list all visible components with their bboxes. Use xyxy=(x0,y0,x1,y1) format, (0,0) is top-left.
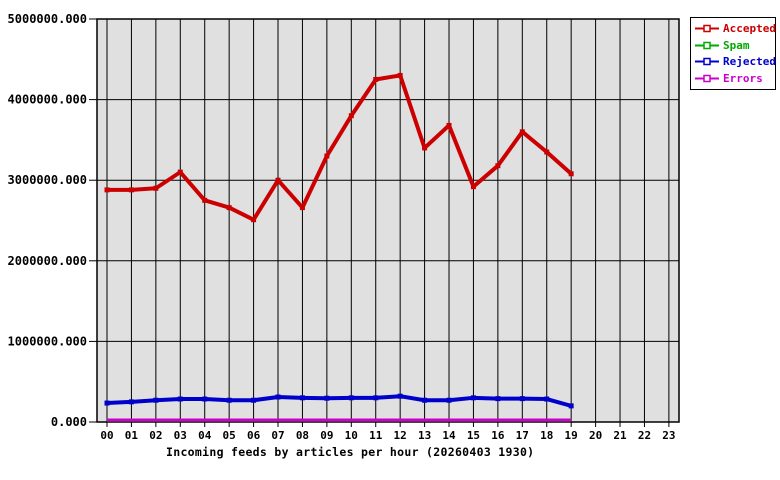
series-marker-accepted xyxy=(128,187,134,193)
series-marker-rejected xyxy=(202,396,208,402)
chart-title: Incoming feeds by articles per hour (202… xyxy=(166,445,535,459)
x-tick-label: 13 xyxy=(418,429,431,442)
legend-label: Errors xyxy=(723,72,763,86)
y-tick-label: 1000000.000 xyxy=(8,334,87,348)
series-marker-accepted xyxy=(373,76,379,82)
legend-item-errors: Errors xyxy=(694,73,775,84)
series-marker-rejected xyxy=(373,395,379,401)
series-marker-accepted xyxy=(397,72,403,78)
series-marker-rejected xyxy=(251,397,257,403)
series-marker-rejected xyxy=(299,395,305,401)
x-tick-label: 21 xyxy=(613,429,627,442)
legend-line-marker-icon xyxy=(695,41,719,49)
series-marker-accepted xyxy=(177,169,183,175)
legend-line-marker-icon xyxy=(695,74,719,83)
chart-legend: Accepted Spam Rejected Errors xyxy=(690,17,776,90)
series-marker-accepted xyxy=(299,205,305,211)
y-tick-label: 4000000.000 xyxy=(8,93,87,107)
series-marker-rejected xyxy=(495,396,501,402)
series-marker-rejected xyxy=(422,397,428,403)
series-marker-accepted xyxy=(519,129,525,135)
x-tick-label: 18 xyxy=(540,429,553,442)
series-marker-accepted xyxy=(324,153,330,159)
x-tick-label: 01 xyxy=(125,429,139,442)
x-tick-label: 14 xyxy=(442,429,456,442)
x-tick-label: 20 xyxy=(589,429,602,442)
x-tick-label: 12 xyxy=(394,429,407,442)
x-tick-label: 08 xyxy=(296,429,309,442)
y-tick-label: 5000000.000 xyxy=(8,12,87,26)
x-tick-label: 09 xyxy=(320,429,333,442)
series-marker-accepted xyxy=(422,145,428,151)
x-tick-label: 17 xyxy=(516,429,529,442)
series-marker-rejected xyxy=(348,395,354,401)
series-marker-rejected xyxy=(397,393,403,399)
series-marker-accepted xyxy=(226,205,232,211)
series-line-rejected xyxy=(106,394,572,408)
x-tick-label: 19 xyxy=(565,429,578,442)
x-tick-label: 02 xyxy=(149,429,162,442)
legend-line-marker-icon xyxy=(695,24,719,33)
x-tick-label: 16 xyxy=(491,429,505,442)
series-marker-accepted xyxy=(251,217,257,223)
series-marker-rejected xyxy=(519,396,525,402)
y-tick-label: 2000000.000 xyxy=(8,254,87,268)
series-marker-rejected xyxy=(544,396,550,402)
series-marker-rejected xyxy=(128,399,134,405)
x-tick-label: 06 xyxy=(247,429,261,442)
plot-area xyxy=(97,19,679,422)
x-tick-label: 23 xyxy=(662,429,675,442)
series-marker-accepted xyxy=(153,185,159,191)
series-marker-rejected xyxy=(226,397,232,403)
x-tick-label: 04 xyxy=(198,429,212,442)
legend-line-marker-icon xyxy=(695,58,719,66)
series-marker-rejected xyxy=(324,395,330,401)
legend-item-spam: Spam xyxy=(694,40,775,51)
x-tick-label: 15 xyxy=(467,429,480,442)
series-marker-rejected xyxy=(470,395,476,401)
y-tick-label: 0.000 xyxy=(51,415,87,429)
y-tick-label: 3000000.000 xyxy=(8,173,87,187)
series-marker-accepted xyxy=(568,171,574,177)
series-marker-accepted xyxy=(544,149,550,155)
series-marker-rejected xyxy=(275,394,281,400)
x-tick-label: 05 xyxy=(223,429,236,442)
legend-label: Rejected xyxy=(723,55,776,69)
series-marker-accepted xyxy=(104,187,110,193)
series-marker-accepted xyxy=(470,184,476,190)
x-tick-label: 03 xyxy=(174,429,187,442)
legend-item-rejected: Rejected xyxy=(694,55,776,69)
series-marker-accepted xyxy=(275,177,281,183)
series-marker-rejected xyxy=(568,403,574,409)
legend-label: Spam xyxy=(723,38,750,52)
series-marker-rejected xyxy=(177,396,183,402)
series-line-accepted xyxy=(107,73,573,222)
x-tick-label: 07 xyxy=(271,429,284,442)
series-marker-rejected xyxy=(446,397,452,403)
series-marker-accepted xyxy=(202,197,208,203)
series-marker-accepted xyxy=(495,163,501,169)
legend-item-accepted: Accepted xyxy=(694,21,776,35)
series-marker-accepted xyxy=(348,113,354,119)
x-tick-label: 11 xyxy=(369,429,383,442)
series-marker-rejected xyxy=(153,397,159,403)
series-marker-accepted xyxy=(446,122,452,128)
legend-label: Accepted xyxy=(723,21,776,35)
plot-border xyxy=(96,18,680,423)
x-tick-label: 10 xyxy=(345,429,358,442)
x-tick-label: 22 xyxy=(638,429,651,442)
series-marker-rejected xyxy=(104,400,110,406)
x-tick-label: 00 xyxy=(100,429,113,442)
